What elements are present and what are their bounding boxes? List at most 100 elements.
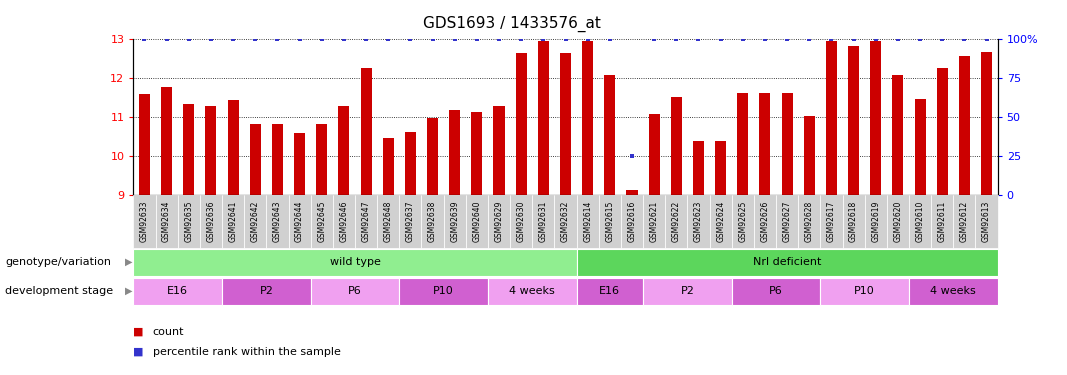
Bar: [826, 40, 837, 195]
Point: [690, 36, 707, 42]
Bar: [803, 116, 815, 195]
Bar: [383, 138, 394, 195]
Text: GSM92644: GSM92644: [296, 201, 304, 242]
Text: ▶: ▶: [125, 257, 132, 267]
Point: [269, 36, 286, 42]
Bar: [871, 40, 881, 195]
Text: P10: P10: [433, 286, 453, 296]
Text: GSM92633: GSM92633: [140, 201, 149, 242]
Text: GSM92645: GSM92645: [317, 201, 327, 242]
Text: GSM92640: GSM92640: [473, 201, 481, 242]
Bar: [981, 52, 992, 195]
Text: GSM92629: GSM92629: [494, 201, 504, 242]
Text: GSM92615: GSM92615: [605, 201, 615, 242]
Text: 4 weeks: 4 weeks: [509, 286, 555, 296]
Text: ■: ■: [133, 327, 144, 337]
Point: [712, 36, 729, 42]
Point: [512, 36, 529, 42]
Point: [158, 36, 175, 42]
Text: GSM92634: GSM92634: [162, 201, 171, 242]
Text: GSM92646: GSM92646: [339, 201, 349, 242]
Text: GSM92641: GSM92641: [228, 201, 238, 242]
Bar: [782, 93, 793, 195]
Text: P2: P2: [259, 286, 273, 296]
Text: GSM92621: GSM92621: [650, 201, 658, 242]
Point: [402, 36, 419, 42]
Bar: [649, 114, 659, 195]
Point: [646, 36, 663, 42]
Point: [823, 36, 840, 42]
Bar: [937, 68, 947, 195]
Point: [491, 36, 508, 42]
Text: GSM92638: GSM92638: [428, 201, 437, 242]
Text: ▶: ▶: [125, 286, 132, 296]
Text: GSM92612: GSM92612: [960, 201, 969, 242]
Bar: [914, 99, 926, 195]
Text: GSM92620: GSM92620: [893, 201, 903, 242]
Text: percentile rank within the sample: percentile rank within the sample: [153, 347, 340, 357]
Point: [203, 36, 220, 42]
Bar: [848, 46, 859, 195]
Text: GSM92643: GSM92643: [273, 201, 282, 242]
Bar: [250, 124, 260, 195]
Bar: [161, 87, 172, 195]
Bar: [205, 105, 217, 195]
Text: GSM92635: GSM92635: [185, 201, 193, 242]
Point: [224, 36, 241, 42]
Text: GSM92626: GSM92626: [761, 201, 769, 242]
Bar: [472, 112, 482, 195]
Text: GSM92613: GSM92613: [982, 201, 991, 242]
Text: GSM92639: GSM92639: [450, 201, 459, 242]
Text: GSM92625: GSM92625: [738, 201, 747, 242]
Point: [180, 36, 197, 42]
Text: GSM92616: GSM92616: [627, 201, 637, 242]
Point: [424, 36, 441, 42]
Text: GSM92628: GSM92628: [805, 201, 814, 242]
Point: [956, 36, 973, 42]
Point: [911, 36, 928, 42]
Point: [757, 36, 774, 42]
Text: GSM92642: GSM92642: [251, 201, 259, 242]
Bar: [671, 97, 682, 195]
Point: [623, 153, 640, 159]
Point: [468, 36, 485, 42]
Point: [246, 36, 264, 42]
Point: [579, 36, 596, 42]
Text: GSM92611: GSM92611: [938, 201, 946, 242]
Bar: [604, 75, 616, 195]
Bar: [515, 53, 527, 195]
Bar: [583, 40, 593, 195]
Bar: [959, 56, 970, 195]
Text: E16: E16: [168, 286, 188, 296]
Point: [136, 36, 153, 42]
Text: ■: ■: [133, 347, 144, 357]
Text: P6: P6: [769, 286, 783, 296]
Bar: [294, 133, 305, 195]
Point: [890, 36, 907, 42]
Point: [734, 36, 751, 42]
Bar: [892, 75, 904, 195]
Bar: [338, 105, 350, 195]
Bar: [184, 104, 194, 195]
Text: GSM92619: GSM92619: [872, 201, 880, 242]
Bar: [272, 124, 283, 195]
Text: GDS1693 / 1433576_at: GDS1693 / 1433576_at: [424, 16, 601, 33]
Text: GSM92627: GSM92627: [782, 201, 792, 242]
Point: [291, 36, 308, 42]
Text: GSM92610: GSM92610: [915, 201, 925, 242]
Bar: [715, 141, 727, 195]
Point: [800, 36, 817, 42]
Text: P6: P6: [348, 286, 362, 296]
Bar: [493, 106, 505, 195]
Text: development stage: development stage: [5, 286, 113, 296]
Point: [867, 36, 885, 42]
Point: [557, 36, 574, 42]
Text: count: count: [153, 327, 185, 337]
Text: GSM92632: GSM92632: [561, 201, 570, 242]
Text: GSM92648: GSM92648: [384, 201, 393, 242]
Text: P10: P10: [855, 286, 875, 296]
Point: [978, 36, 996, 42]
Text: P2: P2: [681, 286, 695, 296]
Text: GSM92623: GSM92623: [694, 201, 703, 242]
Text: GSM92631: GSM92631: [539, 201, 547, 242]
